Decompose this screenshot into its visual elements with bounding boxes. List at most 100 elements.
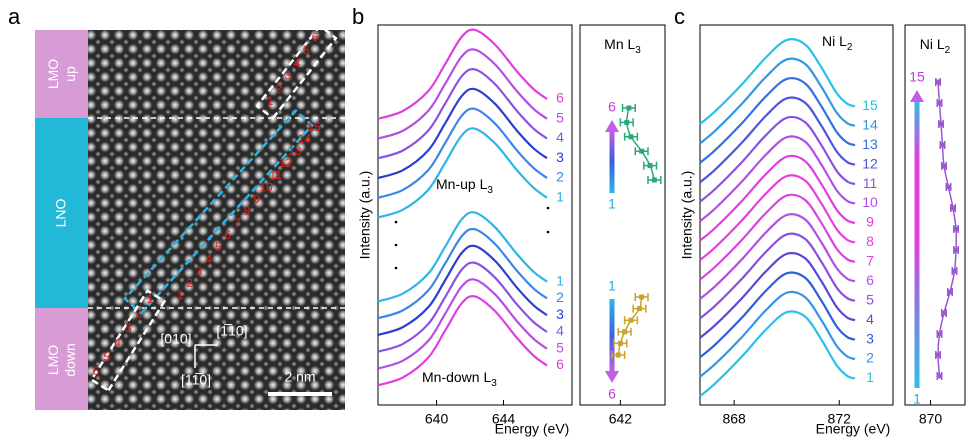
plot-frame [579,24,666,406]
spectrum-line [699,76,856,164]
y-axis-label: Intensity (a.u.) [679,171,695,260]
series-label: 4 [556,129,564,145]
position-number: 6 [225,228,232,242]
position-number: 10 [259,180,273,194]
annotation-text: Ni L [920,36,945,52]
position-number: 3 [125,321,132,335]
x-axis-label: Energy (eV) [495,421,570,437]
series-label: 9 [866,214,874,230]
arrow-label: 1 [913,391,921,407]
ellipsis-dot [394,243,398,247]
arrow-head [910,90,924,102]
annotation: Mn-up L3 [436,176,493,196]
position-number: 4 [114,335,121,349]
position-number: 12 [279,156,293,170]
spectrum-line [699,115,856,203]
spectrum-line [377,28,548,120]
spectrum-line [377,244,548,336]
series-label: 13 [862,136,878,152]
position-number: 3 [196,264,203,278]
series-label: 2 [556,289,564,305]
annotation-text: Ni L [822,33,847,49]
position-number: 5 [215,240,222,254]
series-label: 1 [556,188,564,204]
series-label: 11 [863,175,878,191]
x-tick-label: 872 [828,411,852,427]
position-number: 4 [205,252,212,266]
arrow-label: 6 [608,99,616,115]
ellipsis-dot [546,206,550,210]
series-label: 5 [866,291,874,307]
stem-image [88,30,345,410]
spectrum-line [699,135,856,223]
gradient-arrow [914,100,920,388]
selection-box [255,24,338,120]
series-label: 1 [556,272,564,288]
annotation: Ni L2 [920,36,951,56]
series-label: 5 [556,339,564,355]
spectrum-line [699,96,856,184]
direction-label: [11̅0] [181,372,211,388]
series-label: 8 [866,233,874,249]
series-label: 3 [866,330,874,346]
series-label: 1 [866,369,874,385]
series-label: 3 [556,149,564,165]
region-label: LNO [53,199,69,228]
series-label: 2 [866,350,874,366]
spectrum-line [377,87,548,180]
x-tick-label: 868 [722,411,746,427]
arrow-label: 1 [608,278,616,294]
spectrum-line [699,290,856,378]
series-label: 14 [862,116,878,132]
annotation-sub: 3 [491,378,497,389]
spectrum-line [377,227,548,320]
position-number: 7 [234,216,241,230]
region-label: LMOdown [45,343,78,376]
panel-label: a [8,4,21,29]
x-axis-label: Energy (eV) [816,421,891,437]
annotation-sub: 2 [847,42,853,53]
position-number: 1 [147,292,154,306]
y-axis-label: Intensity (a.u.) [357,171,373,260]
spectrum-line [699,232,856,320]
series-label: 12 [862,155,878,171]
annotation: Mn-down L3 [422,369,497,389]
selection-box [89,288,167,393]
gradient-arrow [609,299,615,373]
position-number: 15 [307,120,321,134]
panel-label: b [352,4,364,29]
position-number: 11 [269,168,282,182]
position-number: 8 [244,204,251,218]
series-label: 10 [862,194,878,210]
position-number: 2 [186,276,193,290]
spectrum-line [377,295,548,387]
lmo-down-band [35,308,88,410]
spectrum-line [377,211,548,303]
x-tick-label: 870 [919,411,943,427]
plot-frame [904,24,966,406]
position-number: 3 [285,69,292,83]
spectrum-line [377,48,548,140]
series-label: 6 [866,272,874,288]
x-tick-label: 642 [609,411,633,427]
position-number: 2 [276,81,283,95]
spectrum-line [699,213,856,300]
lno-band [35,118,88,308]
series-label: 7 [866,253,874,269]
trend-line [617,296,643,356]
plot-frame [699,24,894,406]
arrow-label: 15 [909,69,925,85]
ellipsis-dot [546,230,550,234]
series-label: 6 [556,90,564,106]
selection-box [123,108,314,316]
position-number: 13 [288,144,302,158]
series-label: 4 [556,323,564,339]
annotation-text: Mn L [604,36,635,52]
spectrum-line [699,174,856,261]
x-tick-label: 644 [492,411,516,427]
series-label: 2 [556,169,564,185]
direction-label: [1̅10] [216,323,247,339]
spectrum-line [699,154,856,242]
spectrum-line [699,310,856,398]
annotation-sub: 3 [487,185,493,196]
